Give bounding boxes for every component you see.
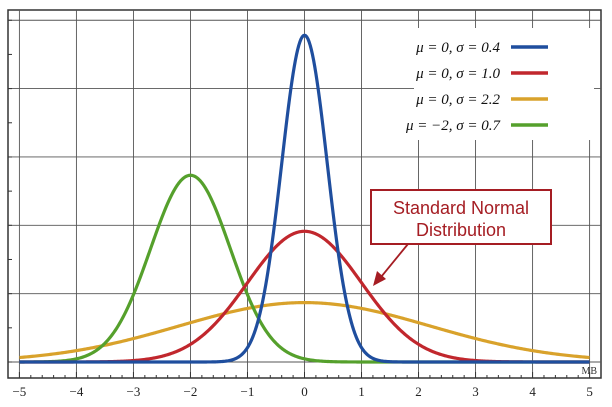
- legend: μ = 0, σ = 0.4 μ = 0, σ = 1.0 μ = 0, σ = 2…: [405, 28, 594, 140]
- annotation-arrow-head: [373, 271, 386, 286]
- x-tick-label: 5: [586, 384, 593, 399]
- annotation-box: [370, 189, 552, 245]
- legend-background: [414, 28, 594, 140]
- x-tick-label: −5: [12, 384, 26, 399]
- x-tick-label: −3: [127, 384, 141, 399]
- annotation-line2: Distribution: [416, 220, 506, 240]
- x-tick-label: −2: [184, 384, 198, 399]
- curves: [18, 33, 591, 364]
- series-line-2: [18, 300, 591, 360]
- series-line-0: [18, 33, 591, 364]
- x-tick-label: −1: [241, 384, 255, 399]
- x-tick-label: 4: [529, 384, 536, 399]
- legend-label: μ = 0, σ = 1.0: [415, 66, 500, 82]
- corner-label: MB: [581, 366, 597, 377]
- legend-label: μ = −2, σ = 0.7: [405, 118, 502, 134]
- x-tick-label: 1: [358, 384, 365, 399]
- annotation-arrow-shaft: [380, 243, 409, 278]
- x-tick-label: 3: [472, 384, 479, 399]
- x-tick-label: 0: [301, 384, 308, 399]
- x-tick-label: 2: [415, 384, 422, 399]
- legend-label: μ = 0, σ = 2.2: [415, 92, 500, 108]
- annotation-line1: Standard Normal: [393, 198, 529, 218]
- legend-label: μ = 0, σ = 0.4: [415, 40, 500, 56]
- x-tick-label: −4: [70, 384, 84, 399]
